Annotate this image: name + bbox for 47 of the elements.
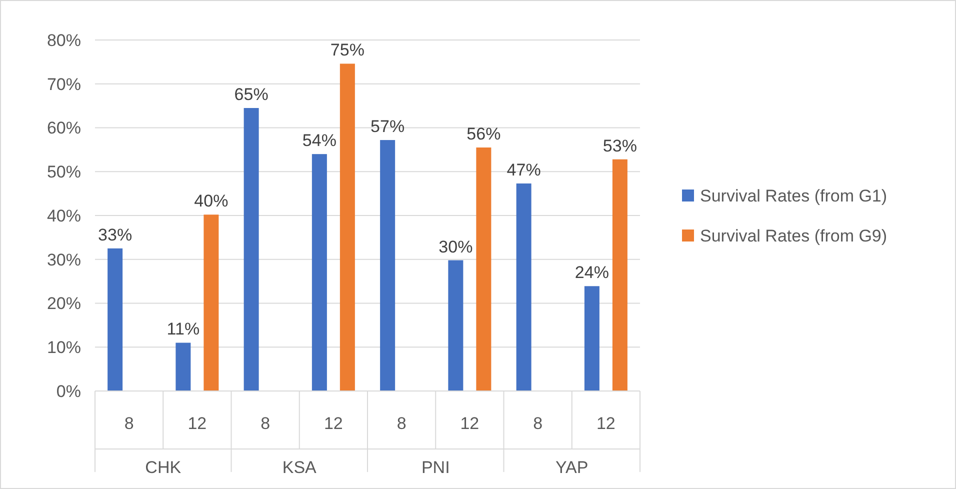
text: CHK [145, 458, 182, 477]
x-tick-label: 8 [396, 414, 406, 433]
x-tick-label: 8 [124, 414, 134, 433]
bar [476, 147, 492, 391]
data-label: 54% [302, 131, 336, 150]
x-tick-label: 12 [596, 414, 616, 433]
text: YAP [555, 458, 588, 477]
y-tick-label: 40% [46, 206, 81, 226]
x-tick-label: 8 [533, 414, 543, 433]
y-tick-label: 20% [46, 294, 81, 314]
y-tick-label: 30% [46, 250, 81, 270]
bar [340, 64, 355, 391]
data-label: 11% [166, 320, 200, 339]
x-tick-label: 12 [188, 414, 207, 433]
bar [204, 214, 219, 391]
legend-label: Survival Rates (from G1) [700, 186, 888, 206]
data-label: 75% [330, 40, 364, 60]
x-tick-label: 8 [260, 414, 270, 433]
data-label: 33% [98, 225, 132, 244]
bar [448, 260, 464, 391]
x-tick-label: 12 [460, 414, 480, 433]
x-tick-label: 12 [324, 414, 343, 433]
bar [612, 159, 628, 391]
data-label: 40% [194, 192, 228, 211]
legend-label: Survival Rates (from G9) [700, 226, 888, 246]
bar [244, 108, 259, 391]
data-label: 53% [602, 136, 637, 156]
bar [380, 140, 396, 391]
data-label: 24% [574, 263, 609, 282]
y-tick-label: 10% [46, 338, 81, 358]
text: KSA [282, 458, 318, 477]
y-tick-label: 0% [56, 382, 81, 401]
text: PNI [421, 458, 450, 477]
bar [312, 154, 327, 391]
y-tick-label: 60% [46, 118, 81, 138]
bar [516, 183, 532, 391]
data-label: 30% [438, 237, 473, 256]
y-tick-label: 80% [46, 30, 81, 50]
y-tick-label: 50% [46, 162, 81, 182]
bar [176, 342, 191, 391]
data-label: 57% [370, 117, 405, 136]
bar [584, 286, 600, 391]
bar [108, 248, 123, 391]
data-label: 65% [234, 85, 268, 104]
data-label: 56% [466, 124, 501, 144]
y-tick-label: 70% [46, 74, 81, 94]
data-label: 47% [506, 160, 541, 180]
